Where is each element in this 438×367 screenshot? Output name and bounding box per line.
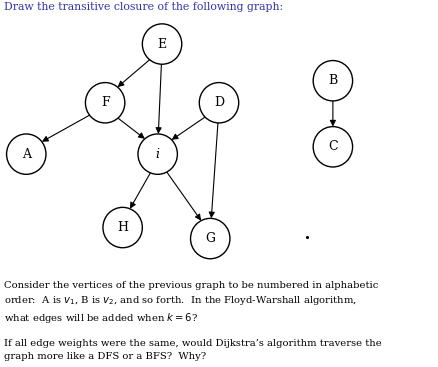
Text: If all edge weights were the same, would Dijkstra’s algorithm traverse the
graph: If all edge weights were the same, would… <box>4 339 382 361</box>
Text: C: C <box>328 140 338 153</box>
Text: G: G <box>205 232 215 245</box>
Text: Draw the transitive closure of the following graph:: Draw the transitive closure of the follo… <box>4 2 283 12</box>
Ellipse shape <box>191 218 230 259</box>
Ellipse shape <box>103 207 142 248</box>
Text: F: F <box>101 96 110 109</box>
Text: B: B <box>328 74 338 87</box>
Text: E: E <box>158 37 166 51</box>
Text: D: D <box>214 96 224 109</box>
Ellipse shape <box>7 134 46 174</box>
Text: A: A <box>22 148 31 161</box>
Text: Consider the vertices of the previous graph to be numbered in alphabetic
order: : Consider the vertices of the previous gr… <box>4 281 379 325</box>
Text: H: H <box>117 221 128 234</box>
Ellipse shape <box>313 127 353 167</box>
Text: i: i <box>155 148 160 161</box>
Ellipse shape <box>142 24 182 64</box>
Ellipse shape <box>313 61 353 101</box>
Ellipse shape <box>138 134 177 174</box>
Ellipse shape <box>85 83 125 123</box>
Ellipse shape <box>199 83 239 123</box>
